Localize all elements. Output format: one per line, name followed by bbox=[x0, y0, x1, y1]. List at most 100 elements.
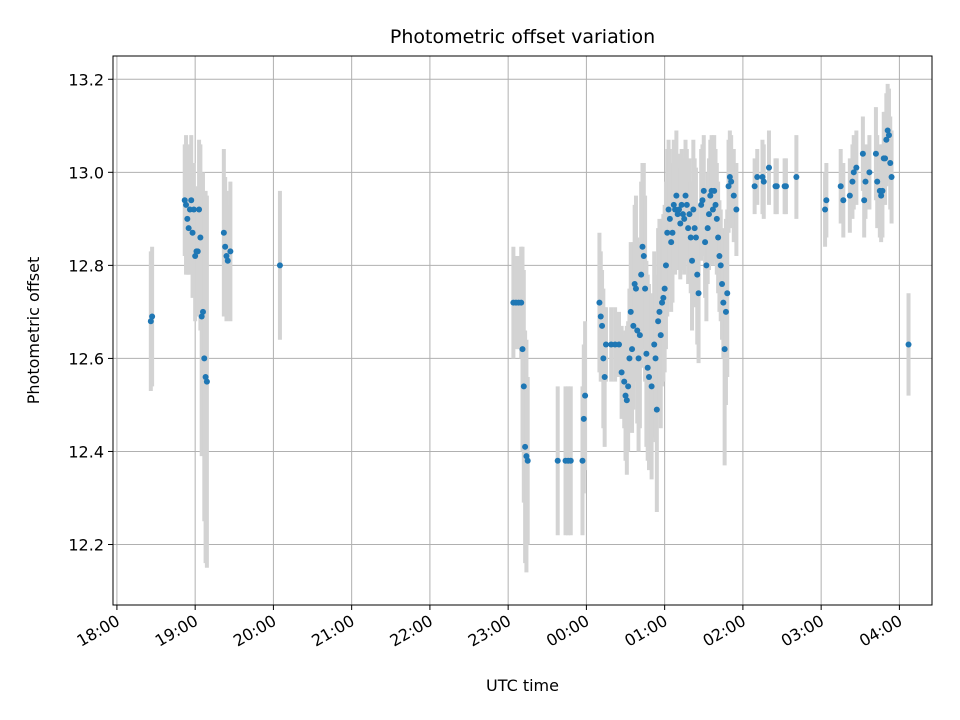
data-point bbox=[687, 234, 694, 241]
data-point bbox=[722, 308, 729, 315]
data-point bbox=[596, 299, 603, 306]
data-point bbox=[149, 313, 156, 320]
data-point bbox=[520, 383, 527, 390]
data-point bbox=[888, 173, 895, 180]
x-tick-label: 04:00 bbox=[856, 611, 905, 651]
data-point bbox=[661, 285, 668, 292]
x-tick-label: 02:00 bbox=[699, 611, 748, 651]
data-point bbox=[640, 253, 647, 260]
data-point bbox=[709, 206, 716, 213]
data-point bbox=[685, 225, 692, 232]
x-tick-label: 03:00 bbox=[778, 611, 827, 651]
data-point bbox=[646, 374, 653, 381]
x-tick-label: 23:00 bbox=[465, 611, 514, 651]
data-point bbox=[692, 234, 699, 241]
data-point bbox=[523, 453, 530, 460]
data-point bbox=[728, 178, 735, 185]
data-point bbox=[651, 341, 658, 348]
data-point bbox=[717, 262, 724, 269]
data-point bbox=[849, 178, 856, 185]
data-point bbox=[657, 332, 664, 339]
data-point bbox=[664, 229, 671, 236]
data-point bbox=[220, 229, 227, 236]
data-point bbox=[681, 215, 688, 222]
plot-area-frame bbox=[112, 55, 933, 606]
data-point bbox=[673, 192, 680, 199]
data-point bbox=[725, 183, 732, 190]
data-point bbox=[222, 243, 229, 250]
data-point bbox=[712, 201, 719, 208]
data-point bbox=[554, 457, 561, 464]
data-point bbox=[198, 313, 205, 320]
errorbars bbox=[148, 83, 911, 573]
data-point bbox=[793, 173, 800, 180]
x-axis-title: UTC time bbox=[486, 676, 559, 695]
data-point bbox=[599, 322, 606, 329]
data-point bbox=[698, 201, 705, 208]
data-point bbox=[580, 415, 587, 422]
data-point bbox=[846, 192, 853, 199]
data-point bbox=[622, 392, 629, 399]
data-point bbox=[782, 183, 789, 190]
data-point bbox=[643, 350, 650, 357]
y-tick-label: 13.0 bbox=[68, 163, 104, 182]
data-point bbox=[670, 201, 677, 208]
data-point bbox=[716, 253, 723, 260]
data-point bbox=[655, 318, 662, 325]
data-point bbox=[656, 308, 663, 315]
data-point bbox=[666, 215, 673, 222]
data-point bbox=[196, 206, 203, 213]
data-point bbox=[885, 132, 892, 139]
data-point bbox=[705, 211, 712, 218]
data-point bbox=[720, 299, 727, 306]
data-point bbox=[648, 383, 655, 390]
data-point bbox=[883, 136, 890, 143]
data-point bbox=[677, 220, 684, 227]
data-point bbox=[874, 178, 881, 185]
data-point bbox=[524, 457, 531, 464]
data-point bbox=[634, 327, 641, 334]
data-point bbox=[189, 229, 196, 236]
data-point bbox=[188, 197, 195, 204]
data-point bbox=[197, 234, 204, 241]
data-point bbox=[579, 457, 586, 464]
data-point bbox=[629, 346, 636, 353]
x-tick-label: 01:00 bbox=[621, 611, 670, 651]
data-point bbox=[754, 173, 761, 180]
data-point bbox=[695, 290, 702, 297]
x-tick-label: 00:00 bbox=[543, 611, 592, 651]
data-point bbox=[674, 211, 681, 218]
data-point bbox=[861, 197, 868, 204]
data-point bbox=[203, 378, 210, 385]
data-point bbox=[199, 308, 206, 315]
data-point bbox=[862, 178, 869, 185]
data-point bbox=[201, 355, 208, 362]
y-tick-label: 12.6 bbox=[68, 349, 104, 368]
data-point bbox=[223, 253, 230, 260]
data-point bbox=[616, 341, 623, 348]
data-point bbox=[682, 192, 689, 199]
data-point bbox=[665, 206, 672, 213]
data-point bbox=[638, 271, 645, 278]
data-point bbox=[700, 187, 707, 194]
data-point bbox=[887, 160, 894, 167]
x-tick-label: 21:00 bbox=[308, 611, 357, 651]
data-point bbox=[627, 308, 634, 315]
data-point bbox=[522, 443, 529, 450]
data-point bbox=[840, 197, 847, 204]
data-point bbox=[711, 187, 718, 194]
data-point bbox=[853, 164, 860, 171]
data-point bbox=[751, 183, 758, 190]
data-point bbox=[884, 127, 891, 134]
data-point bbox=[719, 280, 726, 287]
data-point bbox=[644, 364, 651, 371]
data-point bbox=[652, 355, 659, 362]
data-point bbox=[600, 355, 607, 362]
data-point bbox=[184, 215, 191, 222]
data-point bbox=[668, 239, 675, 246]
data-point bbox=[850, 169, 857, 176]
data-point bbox=[703, 262, 710, 269]
data-point bbox=[726, 173, 733, 180]
data-point bbox=[704, 225, 711, 232]
